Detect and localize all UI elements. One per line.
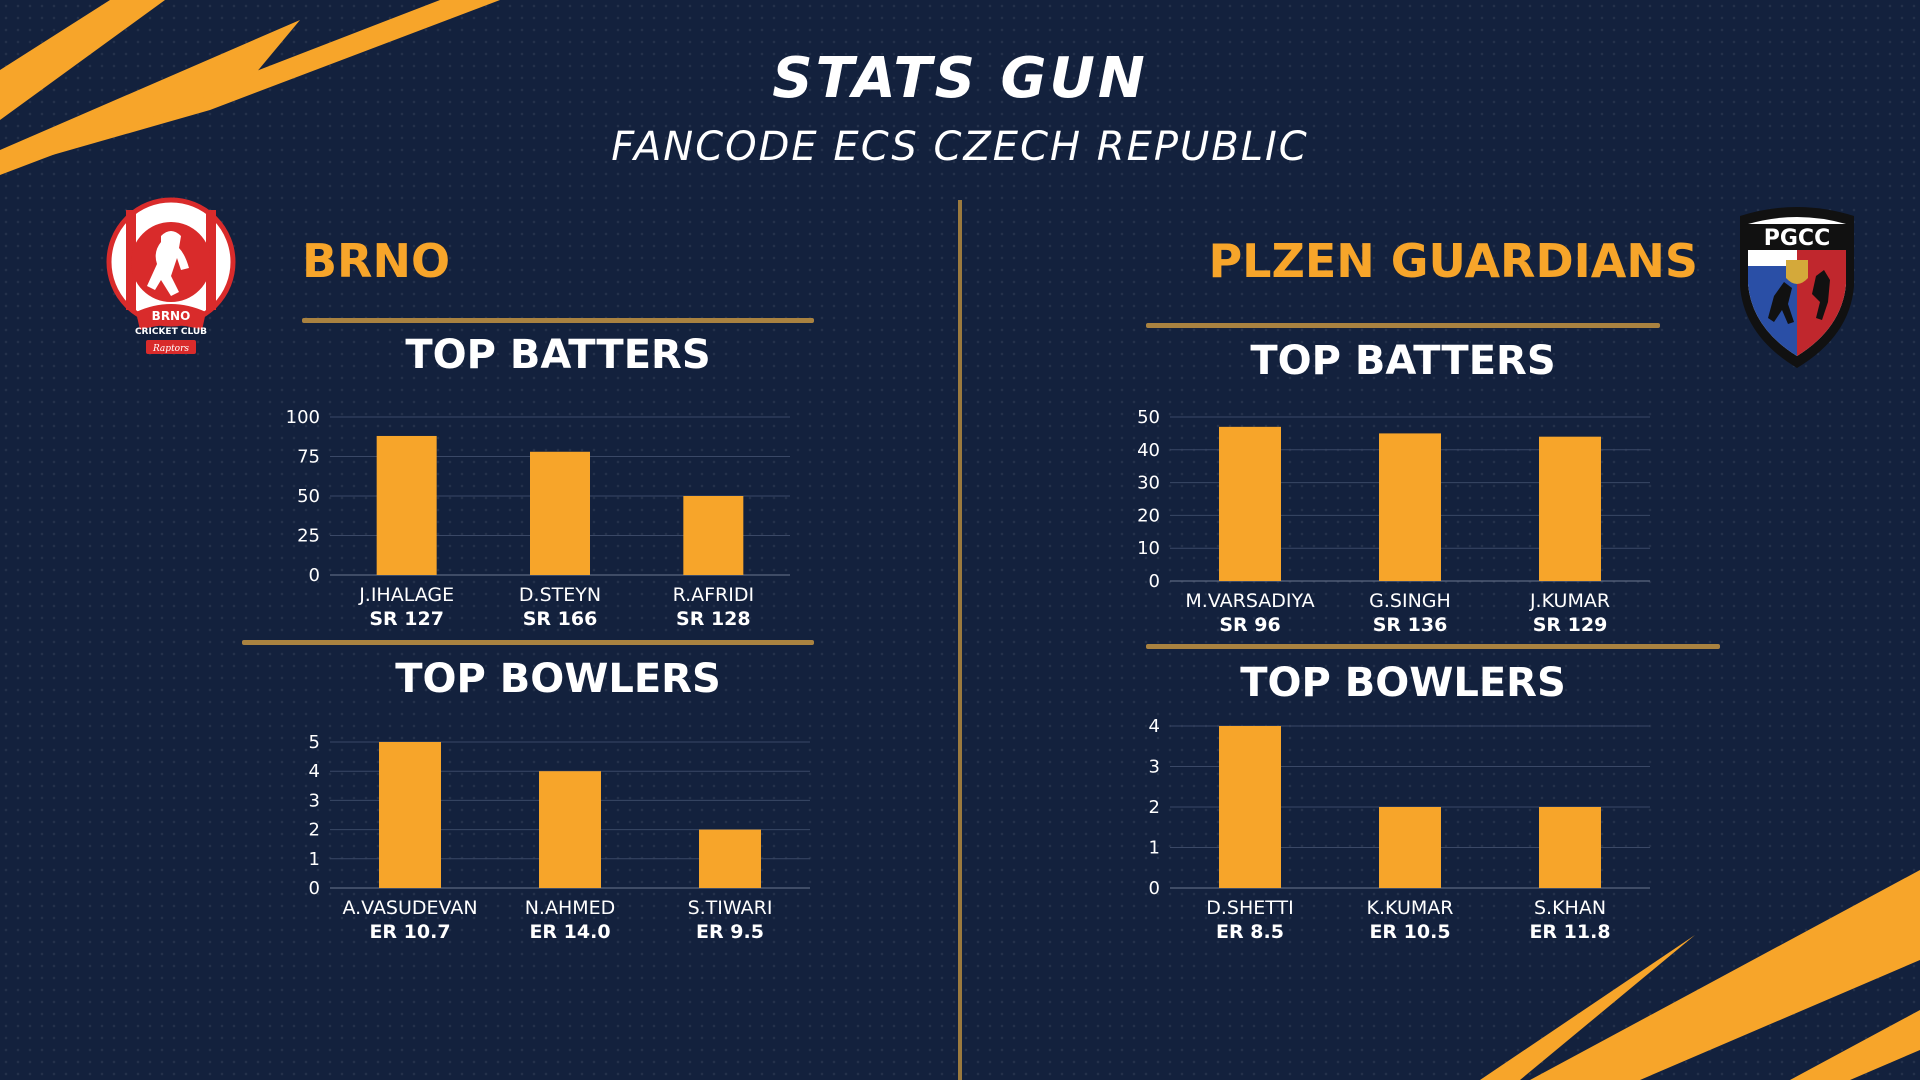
rule-plzen-mid bbox=[1146, 644, 1720, 649]
bar bbox=[530, 451, 590, 575]
y-tick-label: 0 bbox=[309, 878, 320, 899]
bar bbox=[376, 435, 437, 575]
slash-top-left-1 bbox=[0, 0, 165, 120]
center-divider bbox=[958, 200, 962, 1080]
bar bbox=[1219, 726, 1281, 888]
x-category-label: N.AHMED bbox=[525, 897, 616, 919]
bar bbox=[1539, 436, 1601, 581]
y-tick-label: 1 bbox=[1149, 838, 1160, 859]
bar bbox=[539, 771, 601, 888]
section-title-brno-batters: TOP BATTERS bbox=[405, 332, 711, 378]
slash-top-left-3 bbox=[0, 20, 300, 175]
y-tick-label: 50 bbox=[1137, 407, 1160, 428]
slash-bottom-right-3 bbox=[1790, 1010, 1920, 1080]
y-tick-label: 4 bbox=[1149, 716, 1160, 737]
bar bbox=[1539, 807, 1601, 888]
x-sublabel: SR 136 bbox=[1373, 614, 1448, 636]
x-sublabel: ER 11.8 bbox=[1529, 921, 1610, 943]
y-tick-label: 50 bbox=[297, 486, 320, 507]
x-category-label: J.KUMAR bbox=[1529, 590, 1610, 612]
x-category-label: R.AFRIDI bbox=[673, 584, 755, 606]
pgcc-logo-text: PGCC bbox=[1764, 226, 1830, 251]
bar bbox=[1219, 426, 1281, 581]
y-tick-label: 3 bbox=[309, 790, 320, 811]
x-sublabel: ER 14.0 bbox=[529, 921, 610, 943]
x-category-label: M.VARSADIYA bbox=[1185, 590, 1314, 612]
x-sublabel: ER 9.5 bbox=[696, 921, 764, 943]
section-title-plzen-bowlers: TOP BOWLERS bbox=[1240, 660, 1566, 706]
y-tick-label: 40 bbox=[1137, 440, 1160, 461]
brno-logo-text-2: CRICKET CLUB bbox=[135, 327, 207, 337]
y-tick-label: 25 bbox=[297, 526, 320, 547]
y-tick-label: 30 bbox=[1137, 473, 1160, 494]
x-sublabel: ER 10.7 bbox=[369, 921, 450, 943]
y-tick-label: 2 bbox=[1149, 797, 1160, 818]
y-tick-label: 3 bbox=[1149, 757, 1160, 778]
x-sublabel: SR 127 bbox=[369, 608, 444, 630]
slash-bottom-right-1 bbox=[1530, 870, 1920, 1080]
slash-bottom-right-2 bbox=[1480, 935, 1695, 1080]
y-tick-label: 5 bbox=[309, 732, 320, 753]
x-category-label: J.IHALAGE bbox=[358, 584, 454, 606]
rule-brno-top bbox=[302, 318, 814, 323]
y-tick-label: 100 bbox=[286, 407, 320, 428]
brno-logo-text-1: BRNO bbox=[152, 309, 191, 323]
x-sublabel: ER 10.5 bbox=[1369, 921, 1450, 943]
y-tick-label: 4 bbox=[309, 761, 320, 782]
y-tick-label: 1 bbox=[309, 849, 320, 870]
team-name-brno: BRNO bbox=[302, 234, 451, 288]
x-category-label: D.STEYN bbox=[519, 584, 601, 606]
x-category-label: D.SHETTI bbox=[1206, 897, 1294, 919]
y-tick-label: 2 bbox=[309, 820, 320, 841]
x-category-label: S.KHAN bbox=[1534, 897, 1606, 919]
rule-brno-mid bbox=[242, 640, 814, 645]
y-tick-label: 0 bbox=[1149, 571, 1160, 592]
pgcc-shield-logo: PGCC bbox=[1740, 207, 1854, 368]
x-category-label: S.TIWARI bbox=[688, 897, 773, 919]
bar bbox=[1379, 433, 1441, 581]
x-category-label: K.KUMAR bbox=[1367, 897, 1454, 919]
section-title-brno-bowlers: TOP BOWLERS bbox=[395, 656, 721, 702]
y-tick-label: 0 bbox=[309, 565, 320, 586]
bar bbox=[1379, 807, 1441, 888]
x-sublabel: SR 96 bbox=[1219, 614, 1280, 636]
x-sublabel: SR 128 bbox=[676, 608, 751, 630]
y-tick-label: 10 bbox=[1137, 538, 1160, 559]
page-title: STATS GUN bbox=[772, 46, 1148, 111]
x-sublabel: ER 8.5 bbox=[1216, 921, 1284, 943]
x-sublabel: SR 129 bbox=[1533, 614, 1608, 636]
bar bbox=[379, 742, 441, 888]
y-tick-label: 20 bbox=[1137, 505, 1160, 526]
rule-plzen-top bbox=[1146, 323, 1660, 328]
team-name-plzen-guardians: PLZEN GUARDIANS bbox=[1208, 234, 1698, 288]
brno-cricket-club-logo: BRNO CRICKET CLUB Raptors bbox=[106, 197, 236, 354]
page-subtitle: FANCODE ECS CZECH REPUBLIC bbox=[611, 124, 1309, 170]
bar bbox=[699, 829, 761, 888]
x-category-label: A.VASUDEVAN bbox=[342, 897, 477, 919]
bar bbox=[683, 496, 744, 575]
section-title-plzen-batters: TOP BATTERS bbox=[1250, 338, 1556, 384]
x-sublabel: SR 166 bbox=[523, 608, 598, 630]
y-tick-label: 0 bbox=[1149, 878, 1160, 899]
y-tick-label: 75 bbox=[297, 447, 320, 468]
x-category-label: G.SINGH bbox=[1369, 590, 1451, 612]
brno-logo-text-3: Raptors bbox=[152, 344, 189, 354]
